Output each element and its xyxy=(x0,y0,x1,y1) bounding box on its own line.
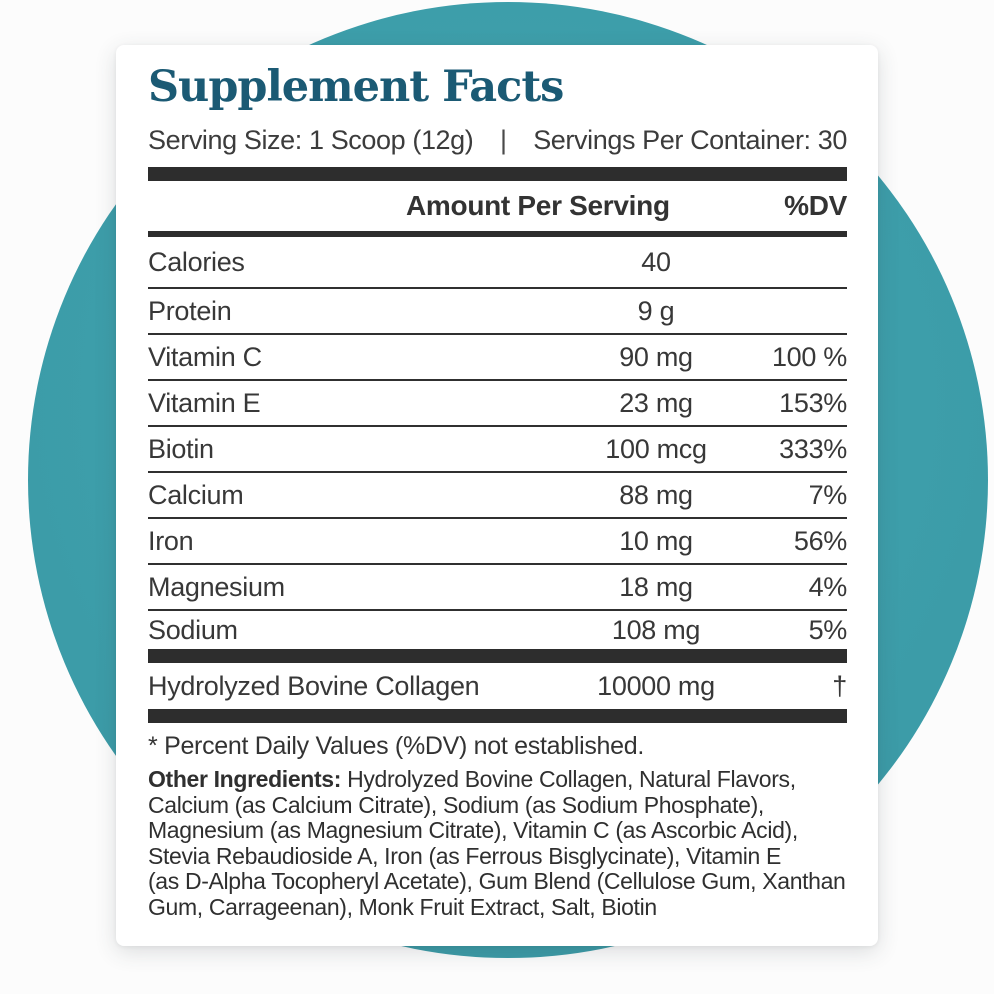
nutrient-name: Protein xyxy=(148,295,232,326)
table-row: Calcium 88 mg 7% xyxy=(148,473,847,519)
table-row: Magnesium 18 mg 4% xyxy=(148,565,847,611)
amount-value: 10 mg xyxy=(619,525,693,556)
serving-info-row: Serving Size: 1 Scoop (12g) | Servings P… xyxy=(148,125,847,156)
ingredients-line: Stevia Rebaudioside A, Iron (as Ferrous … xyxy=(148,842,781,869)
ingredients-line: Magnesium (as Magnesium Citrate), Vitami… xyxy=(148,817,798,843)
divider-thick-collagen-bottom xyxy=(148,709,847,723)
header-dv-label: %DV xyxy=(784,190,847,221)
divider-header xyxy=(148,231,847,237)
header-amount-label: Amount Per Serving xyxy=(406,190,670,221)
dv-value: 100 % xyxy=(771,341,847,372)
amount-value: 90 mg xyxy=(619,341,693,372)
nutrient-name: Sodium xyxy=(148,614,238,645)
serving-size-text: Serving Size: 1 Scoop (12g) xyxy=(148,125,474,155)
dv-value: 4% xyxy=(808,571,848,602)
amount-value: 9 g xyxy=(637,295,675,326)
nutrient-name: Vitamin E xyxy=(148,387,261,418)
other-ingredients-label: Other Ingredients: xyxy=(148,766,342,792)
amount-value: 23 mg xyxy=(619,387,693,418)
table-row: Vitamin E 23 mg 153% xyxy=(148,381,847,427)
table-row: Vitamin C 90 mg 100 % xyxy=(148,335,847,381)
amount-value: 100 mcg xyxy=(605,433,707,464)
nutrient-name: Iron xyxy=(148,525,194,556)
divider-thick-collagen-top xyxy=(148,649,847,663)
ingredients-line: Other Ingredients: Hydrolyzed Bovine Col… xyxy=(148,766,847,793)
nutrient-name: Magnesium xyxy=(148,571,285,602)
other-ingredients-paragraph: Other Ingredients: Hydrolyzed Bovine Col… xyxy=(148,766,847,920)
ingredients-line: (as D-Alpha Tocopheryl Acetate), Gum Ble… xyxy=(148,868,846,894)
amount-value: 18 mg xyxy=(619,571,693,602)
dv-value: 5% xyxy=(808,614,848,645)
servings-per-container-text: Servings Per Container: 30 xyxy=(533,125,847,155)
dv-value: 7% xyxy=(808,479,848,510)
collagen-row: Hydrolyzed Bovine Collagen 10000 mg † xyxy=(148,663,847,709)
table-row: Iron 10 mg 56% xyxy=(148,519,847,565)
nutrient-name: Biotin xyxy=(148,433,214,464)
amount-value: 10000 mg xyxy=(597,670,715,701)
nutrient-name: Hydrolyzed Bovine Collagen xyxy=(148,670,480,701)
table-row: Biotin 100 mcg 333% xyxy=(148,427,847,473)
dv-value: 56% xyxy=(793,525,847,556)
dv-footnote: * Percent Daily Values (%DV) not establi… xyxy=(148,732,644,760)
nutrient-name: Vitamin C xyxy=(148,341,262,372)
supplement-facts-panel: Supplement Facts Serving Size: 1 Scoop (… xyxy=(116,45,878,946)
dagger-symbol: † xyxy=(832,670,847,701)
panel-title: Supplement Facts xyxy=(148,62,564,112)
table-row: Protein 9 g xyxy=(148,289,847,335)
dv-value: 153% xyxy=(779,387,847,418)
amount-value: 88 mg xyxy=(619,479,693,510)
table-row: Sodium 108 mg 5% xyxy=(148,611,847,649)
amount-value: 108 mg xyxy=(611,614,701,645)
nutrient-name: Calcium xyxy=(148,479,244,510)
ingredients-line: Gum, Carrageenan), Monk Fruit Extract, S… xyxy=(148,893,657,920)
ingredients-line: Calcium (as Calcium Citrate), Sodium (as… xyxy=(148,791,764,818)
serving-separator: | xyxy=(499,125,507,155)
amount-value: 40 xyxy=(641,246,671,277)
nutrient-name: Calories xyxy=(148,246,245,277)
ingredients-line-text: Hydrolyzed Bovine Collagen, Natural Flav… xyxy=(341,766,796,792)
dv-value: 333% xyxy=(779,433,847,464)
divider-thick-top xyxy=(148,167,847,181)
table-row: Calories 40 xyxy=(148,237,847,289)
table-header-row: Amount Per Serving %DV xyxy=(148,181,847,231)
